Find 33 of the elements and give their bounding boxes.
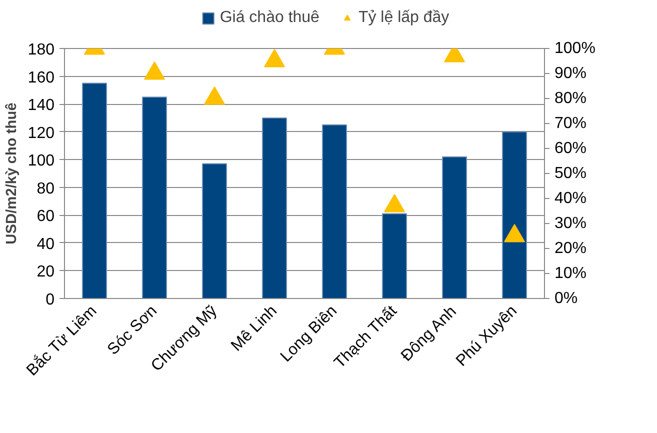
y-tick-label: 40 bbox=[36, 236, 55, 253]
y2-tick-label: 80% bbox=[554, 90, 587, 107]
y2-tick-label: 50% bbox=[554, 165, 587, 182]
y-tick-label: 20 bbox=[36, 264, 55, 281]
y-tick-label: 100 bbox=[28, 152, 55, 170]
y-tick-label: 160 bbox=[28, 69, 55, 86]
y2-tick-label: 100% bbox=[554, 40, 596, 57]
legend-label: Giá chào thuê bbox=[220, 9, 320, 27]
y-tick-label: 120 bbox=[28, 124, 55, 142]
bar bbox=[442, 156, 467, 298]
y2-tick-label: 40% bbox=[554, 190, 587, 207]
y2-tick-label: 60% bbox=[554, 140, 587, 157]
bar bbox=[382, 213, 407, 298]
y2-tick-label: 0% bbox=[554, 290, 578, 307]
y-tick-label: 0 bbox=[46, 292, 55, 308]
bar bbox=[142, 96, 167, 298]
y-tick-label: 80 bbox=[36, 180, 55, 198]
y2-tick-label: 20% bbox=[554, 240, 587, 257]
y-tick-label: 60 bbox=[36, 208, 55, 226]
y2-tick-label: 10% bbox=[554, 265, 587, 282]
bar bbox=[502, 131, 527, 298]
legend-label: Tỷ lệ lấp đầy bbox=[358, 9, 450, 27]
y-tick-label: 180 bbox=[28, 42, 55, 58]
bar bbox=[202, 163, 227, 298]
x-tick-label: Mê Linh bbox=[228, 302, 281, 355]
bar bbox=[262, 117, 287, 298]
y2-tick-label: 70% bbox=[554, 115, 587, 132]
y2-tick-label: 90% bbox=[554, 65, 587, 82]
y-axis-title: USD/m2/kỳ cho thuê bbox=[4, 102, 20, 244]
bar bbox=[82, 82, 107, 298]
y-tick-label: 140 bbox=[28, 97, 55, 114]
y2-tick-label: 30% bbox=[554, 215, 587, 232]
bar bbox=[322, 124, 347, 298]
